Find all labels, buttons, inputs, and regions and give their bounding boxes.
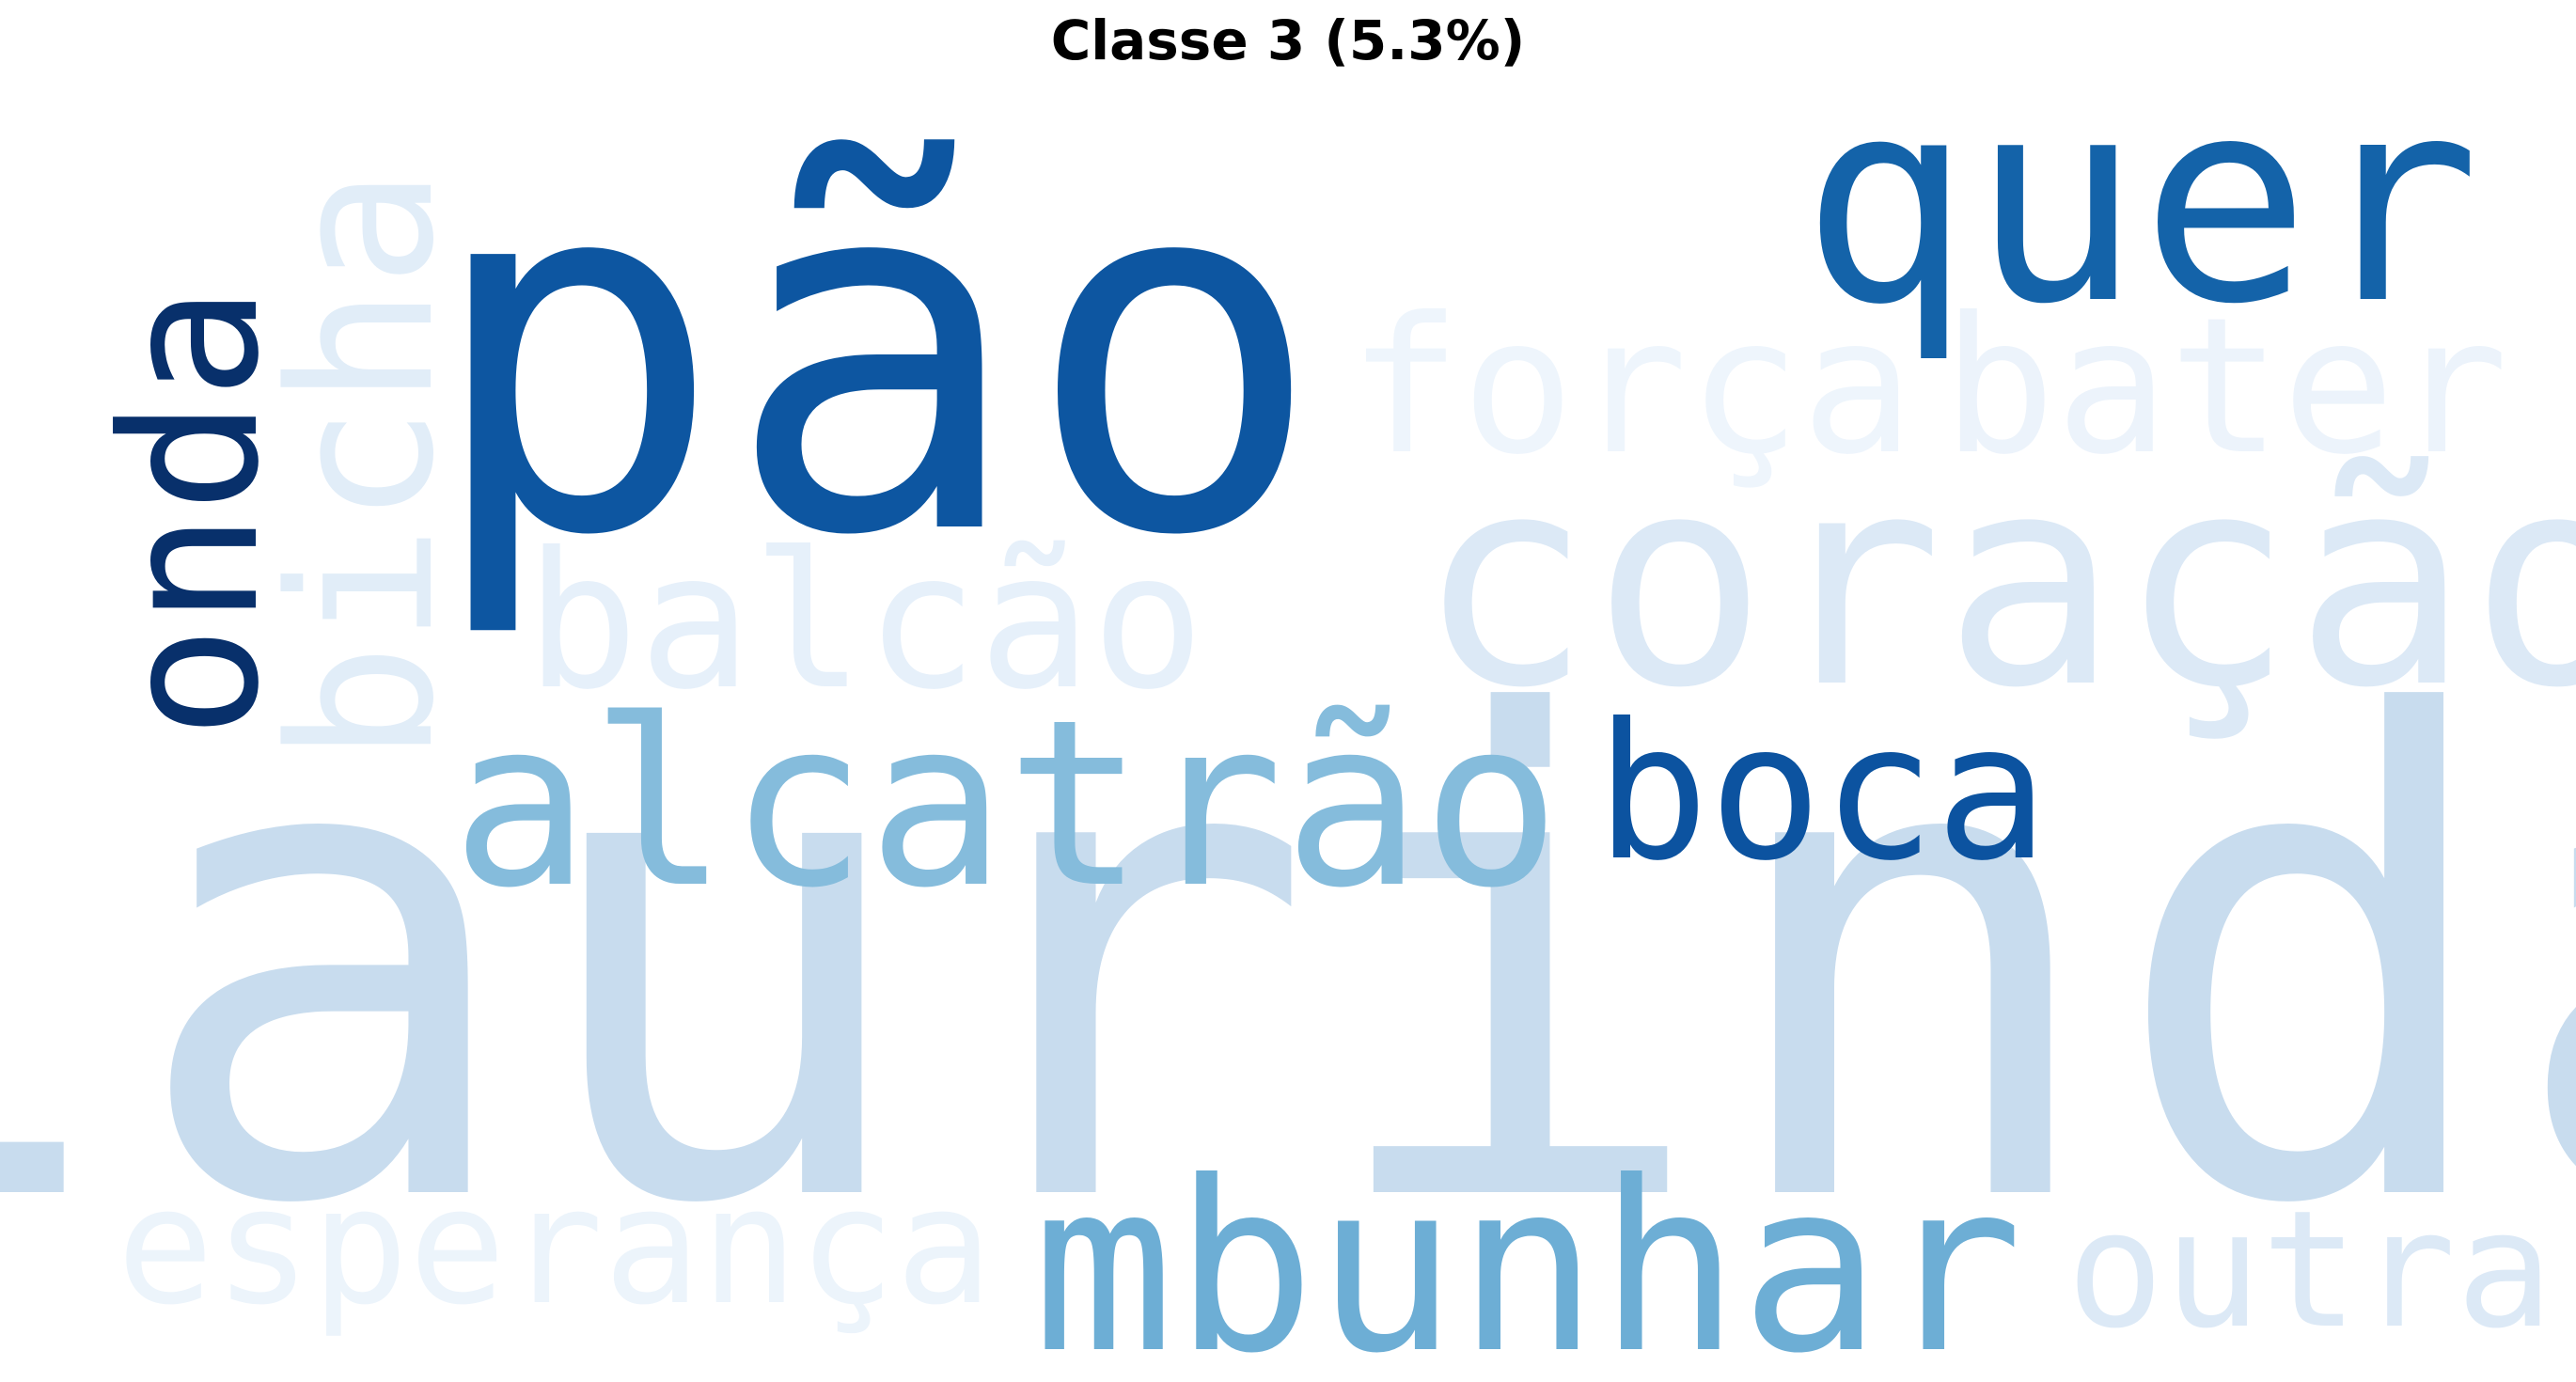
word-alcatrão: alcatrão bbox=[451, 670, 1561, 938]
word-balcão: balcão bbox=[526, 512, 1204, 731]
word-onda: onda bbox=[82, 286, 301, 739]
word-boca: boca bbox=[1595, 683, 2049, 903]
word-outra: outra bbox=[2066, 1175, 2553, 1364]
word-quer: quer bbox=[1801, 38, 2480, 366]
word-bater: bater bbox=[1942, 277, 2508, 496]
word-bicha: bicha bbox=[247, 168, 478, 762]
word-coração: coração bbox=[1417, 413, 2576, 752]
chart-title: Classe 3 (5.3%) bbox=[1050, 8, 1526, 72]
word-pão: pão bbox=[424, 64, 1324, 644]
word-mbunhar: mbunhar bbox=[1032, 1131, 2023, 1382]
word-esperança: esperança bbox=[117, 1152, 993, 1341]
word-laurinda: laurinda bbox=[0, 582, 2576, 1348]
word-força: força bbox=[1348, 277, 1914, 496]
